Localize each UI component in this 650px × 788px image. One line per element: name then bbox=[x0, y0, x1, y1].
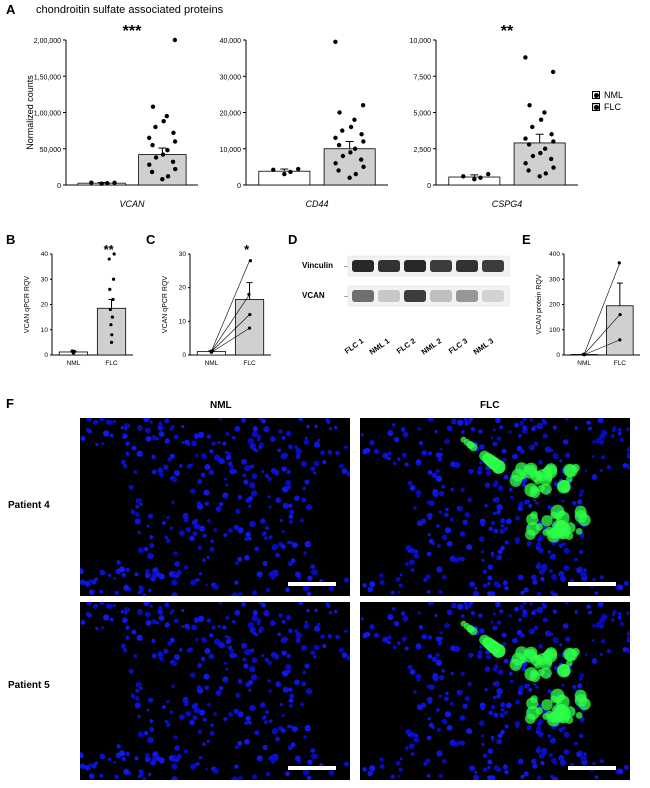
chart-c: 0 10 20 30 VCAN qPCR RQV NML FLC * bbox=[160, 240, 275, 375]
panel-b-label: B bbox=[6, 232, 15, 247]
chart-cspg4: 0 2,500 5,000 7,500 10,000 CSPG4 ** bbox=[404, 18, 584, 213]
svg-text:30: 30 bbox=[41, 276, 49, 283]
legend-swatch-nml bbox=[592, 91, 600, 99]
panel-a-label: A bbox=[6, 2, 15, 17]
svg-text:CD44: CD44 bbox=[305, 199, 328, 209]
svg-text:20: 20 bbox=[41, 302, 49, 309]
svg-text:50,000: 50,000 bbox=[40, 147, 62, 154]
svg-text:400: 400 bbox=[549, 251, 560, 258]
legend-swatch-flc bbox=[592, 103, 600, 111]
svg-text:30,000: 30,000 bbox=[220, 74, 242, 81]
svg-text:10: 10 bbox=[179, 318, 187, 325]
svg-text:10: 10 bbox=[41, 327, 49, 334]
chart-vcan: 0 50,000 1,00,000 1,50,000 2,00,000 Normalize… bbox=[24, 18, 204, 213]
panel-f-label: F bbox=[6, 396, 14, 411]
svg-text:0: 0 bbox=[237, 183, 241, 190]
svg-text:FLC: FLC bbox=[105, 360, 118, 367]
svg-text:FLC 1: FLC 1 bbox=[343, 336, 365, 355]
svg-text:NML: NML bbox=[577, 360, 591, 367]
svg-text:200: 200 bbox=[549, 302, 560, 309]
western-blot: Vinculin→VCAN→FLC 1NML 1FLC 2NML 2FLC 3N… bbox=[300, 250, 510, 370]
svg-text:2,00,000: 2,00,000 bbox=[34, 38, 61, 45]
micro-p5-nml bbox=[80, 602, 350, 780]
svg-text:**: ** bbox=[501, 23, 514, 40]
svg-text:100: 100 bbox=[549, 327, 560, 334]
svg-text:VCAN qPCR RQV: VCAN qPCR RQV bbox=[24, 276, 31, 334]
svg-text:2,500: 2,500 bbox=[413, 147, 431, 154]
svg-text:0: 0 bbox=[427, 183, 431, 190]
svg-text:0: 0 bbox=[44, 352, 48, 359]
svg-text:VCAN: VCAN bbox=[302, 291, 325, 300]
svg-text:1,00,000: 1,00,000 bbox=[34, 111, 61, 118]
svg-text:20,000: 20,000 bbox=[220, 111, 242, 118]
micro-p4-flc bbox=[360, 418, 630, 596]
row-p5: Patient 5 bbox=[8, 680, 50, 691]
svg-text:0: 0 bbox=[182, 352, 186, 359]
svg-text:FLC: FLC bbox=[614, 360, 627, 367]
chart-e: 0 100 200 300 400 VCAN protein RQV NML FLC bbox=[534, 240, 644, 375]
svg-text:Normalized counts: Normalized counts bbox=[25, 75, 35, 150]
svg-text:0: 0 bbox=[57, 183, 61, 190]
svg-text:40: 40 bbox=[41, 251, 49, 258]
svg-text:FLC 3: FLC 3 bbox=[447, 336, 469, 355]
chart-b: 0 10 20 30 40 VCAN qPCR RQV NML FLC ** bbox=[22, 240, 137, 375]
legend-nml-label: NML bbox=[604, 90, 623, 100]
chart-cd44: 0 10,000 20,000 30,000 40,000 CD44 bbox=[214, 18, 394, 213]
svg-text:0: 0 bbox=[556, 352, 560, 359]
svg-text:NML 3: NML 3 bbox=[472, 336, 495, 356]
svg-text:30: 30 bbox=[179, 251, 187, 258]
panel-c-label: C bbox=[146, 232, 155, 247]
svg-text:NML 2: NML 2 bbox=[420, 336, 443, 356]
panel-e-label: E bbox=[522, 232, 531, 247]
svg-text:300: 300 bbox=[549, 276, 560, 283]
row-p4: Patient 4 bbox=[8, 500, 50, 511]
col-nml: NML bbox=[210, 400, 232, 411]
svg-text:CSPG4: CSPG4 bbox=[492, 199, 523, 209]
micro-p4-nml bbox=[80, 418, 350, 596]
svg-text:1,50,000: 1,50,000 bbox=[34, 74, 61, 81]
svg-text:**: ** bbox=[104, 242, 115, 257]
legend: NML FLC bbox=[592, 90, 623, 114]
svg-text:VCAN protein RQV: VCAN protein RQV bbox=[536, 274, 543, 334]
svg-text:Vinculin: Vinculin bbox=[302, 261, 333, 270]
svg-text:FLC: FLC bbox=[243, 360, 256, 367]
svg-text:***: *** bbox=[123, 23, 142, 40]
micro-p5-flc bbox=[360, 602, 630, 780]
legend-flc: FLC bbox=[592, 102, 623, 112]
svg-text:*: * bbox=[244, 242, 250, 257]
svg-text:VCAN qPCR RQV: VCAN qPCR RQV bbox=[162, 276, 169, 334]
svg-text:5,000: 5,000 bbox=[413, 111, 431, 118]
svg-text:NML 1: NML 1 bbox=[368, 336, 391, 356]
legend-nml: NML bbox=[592, 90, 623, 100]
svg-text:NML: NML bbox=[205, 360, 219, 367]
svg-text:NML: NML bbox=[67, 360, 81, 367]
svg-text:10,000: 10,000 bbox=[410, 38, 432, 45]
section-title: chondroitin sulfate associated proteins bbox=[36, 4, 223, 16]
svg-text:FLC 2: FLC 2 bbox=[395, 336, 417, 355]
svg-text:10,000: 10,000 bbox=[220, 147, 242, 154]
svg-text:40,000: 40,000 bbox=[220, 38, 242, 45]
col-flc: FLC bbox=[480, 400, 499, 411]
legend-flc-label: FLC bbox=[604, 102, 621, 112]
panel-d-label: D bbox=[288, 232, 297, 247]
svg-text:VCAN: VCAN bbox=[119, 199, 145, 209]
svg-text:20: 20 bbox=[179, 285, 187, 292]
svg-text:7,500: 7,500 bbox=[413, 74, 431, 81]
